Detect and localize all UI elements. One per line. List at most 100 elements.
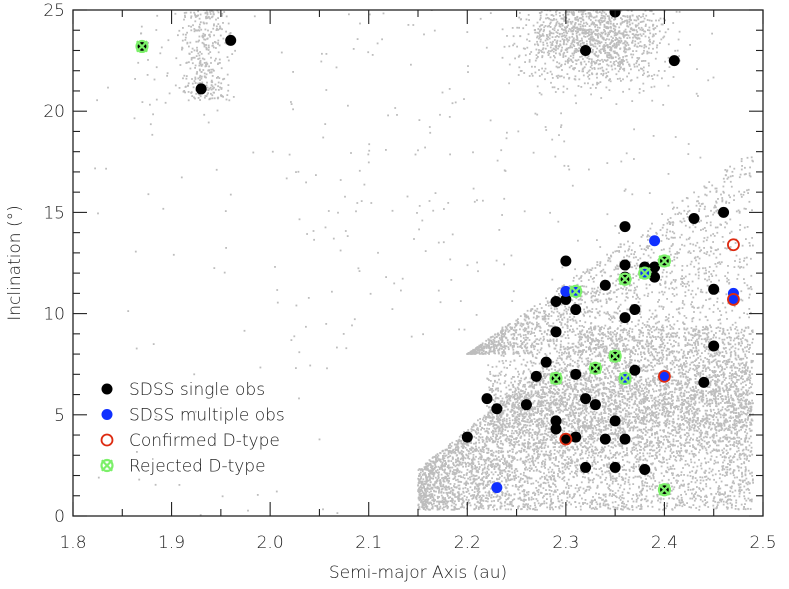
background-dot (658, 453, 661, 456)
background-dot (488, 414, 491, 417)
background-dot (508, 479, 510, 482)
background-dot (735, 501, 738, 504)
background-dot (499, 419, 501, 421)
background-dot (650, 501, 653, 504)
background-dot (431, 499, 434, 502)
background-dot (644, 357, 647, 360)
background-dot (488, 490, 491, 493)
background-dot (423, 492, 425, 495)
background-dot (573, 494, 576, 497)
background-dot (588, 405, 591, 408)
background-dot (582, 392, 585, 395)
background-dot (589, 504, 591, 507)
background-dot (692, 444, 694, 447)
background-dot (658, 448, 661, 451)
background-dot (436, 471, 439, 474)
background-dot (742, 378, 744, 381)
background-dot (541, 463, 544, 466)
background-dot (665, 357, 668, 360)
background-dot (513, 479, 516, 481)
background-dot (691, 351, 694, 354)
background-dot (704, 469, 707, 472)
background-dot (595, 390, 598, 392)
background-dot (455, 508, 458, 510)
background-dot (733, 350, 736, 352)
background-dot (633, 467, 635, 470)
background-dot (693, 341, 695, 344)
background-dot (468, 492, 471, 495)
background-dot (638, 347, 640, 350)
background-dot (438, 459, 441, 461)
background-dot (541, 377, 544, 380)
background-dot (595, 429, 598, 431)
background-dot (516, 441, 519, 443)
background-dot (482, 500, 485, 502)
background-dot (429, 508, 431, 511)
background-dot (748, 333, 751, 335)
background-dot (464, 442, 467, 445)
background-dot (734, 353, 737, 356)
background-dot (728, 468, 731, 471)
background-dot (501, 491, 503, 493)
background-dot (419, 498, 421, 500)
background-dot (556, 441, 559, 443)
background-dot (742, 421, 744, 423)
background-dot (516, 399, 519, 402)
background-dot (595, 468, 597, 470)
background-dot (467, 461, 469, 464)
background-dot (490, 500, 493, 503)
background-dot (513, 410, 516, 413)
background-dot (750, 366, 753, 369)
background-dot (658, 412, 660, 415)
background-dot (590, 426, 593, 429)
background-dot (748, 437, 751, 440)
background-dot (435, 490, 437, 493)
background-dot (741, 337, 744, 339)
background-dot (605, 499, 607, 502)
background-dot (422, 507, 425, 509)
background-dot (540, 450, 543, 453)
background-dot (685, 328, 688, 331)
background-dot (543, 393, 546, 395)
background-dot (463, 443, 466, 445)
background-dot (725, 453, 728, 455)
background-dot (449, 443, 451, 445)
background-dot (491, 477, 493, 480)
background-dot (628, 487, 631, 490)
background-dot (486, 497, 489, 500)
background-dot (647, 329, 649, 331)
background-dot (606, 483, 608, 485)
background-dot (497, 463, 499, 466)
background-dot (525, 450, 528, 453)
background-dot (581, 360, 584, 363)
background-dot (698, 331, 701, 334)
background-dot (572, 447, 575, 450)
background-dot (619, 484, 622, 487)
background-dot (552, 446, 555, 449)
background-dot (603, 392, 606, 395)
background-dot (625, 469, 627, 472)
background-dot (503, 419, 506, 422)
background-dot (477, 471, 480, 474)
background-dot (738, 454, 741, 457)
background-dot (597, 389, 599, 391)
background-dot (593, 391, 596, 394)
background-dot (483, 460, 486, 463)
background-dot (677, 454, 680, 457)
background-dot (494, 428, 497, 431)
background-dot (612, 480, 614, 483)
background-dot (500, 447, 503, 450)
background-dot (471, 451, 474, 453)
background-dot (505, 487, 508, 489)
background-dot (729, 498, 731, 501)
background-dot (453, 486, 456, 489)
background-dot (727, 359, 730, 361)
background-dot (671, 452, 673, 454)
background-dot (688, 464, 690, 467)
background-dot (673, 355, 675, 358)
background-dot (731, 491, 734, 494)
background-dot (729, 490, 732, 493)
background-dot (523, 395, 526, 398)
background-dot (547, 431, 550, 434)
background-dot (571, 425, 574, 427)
